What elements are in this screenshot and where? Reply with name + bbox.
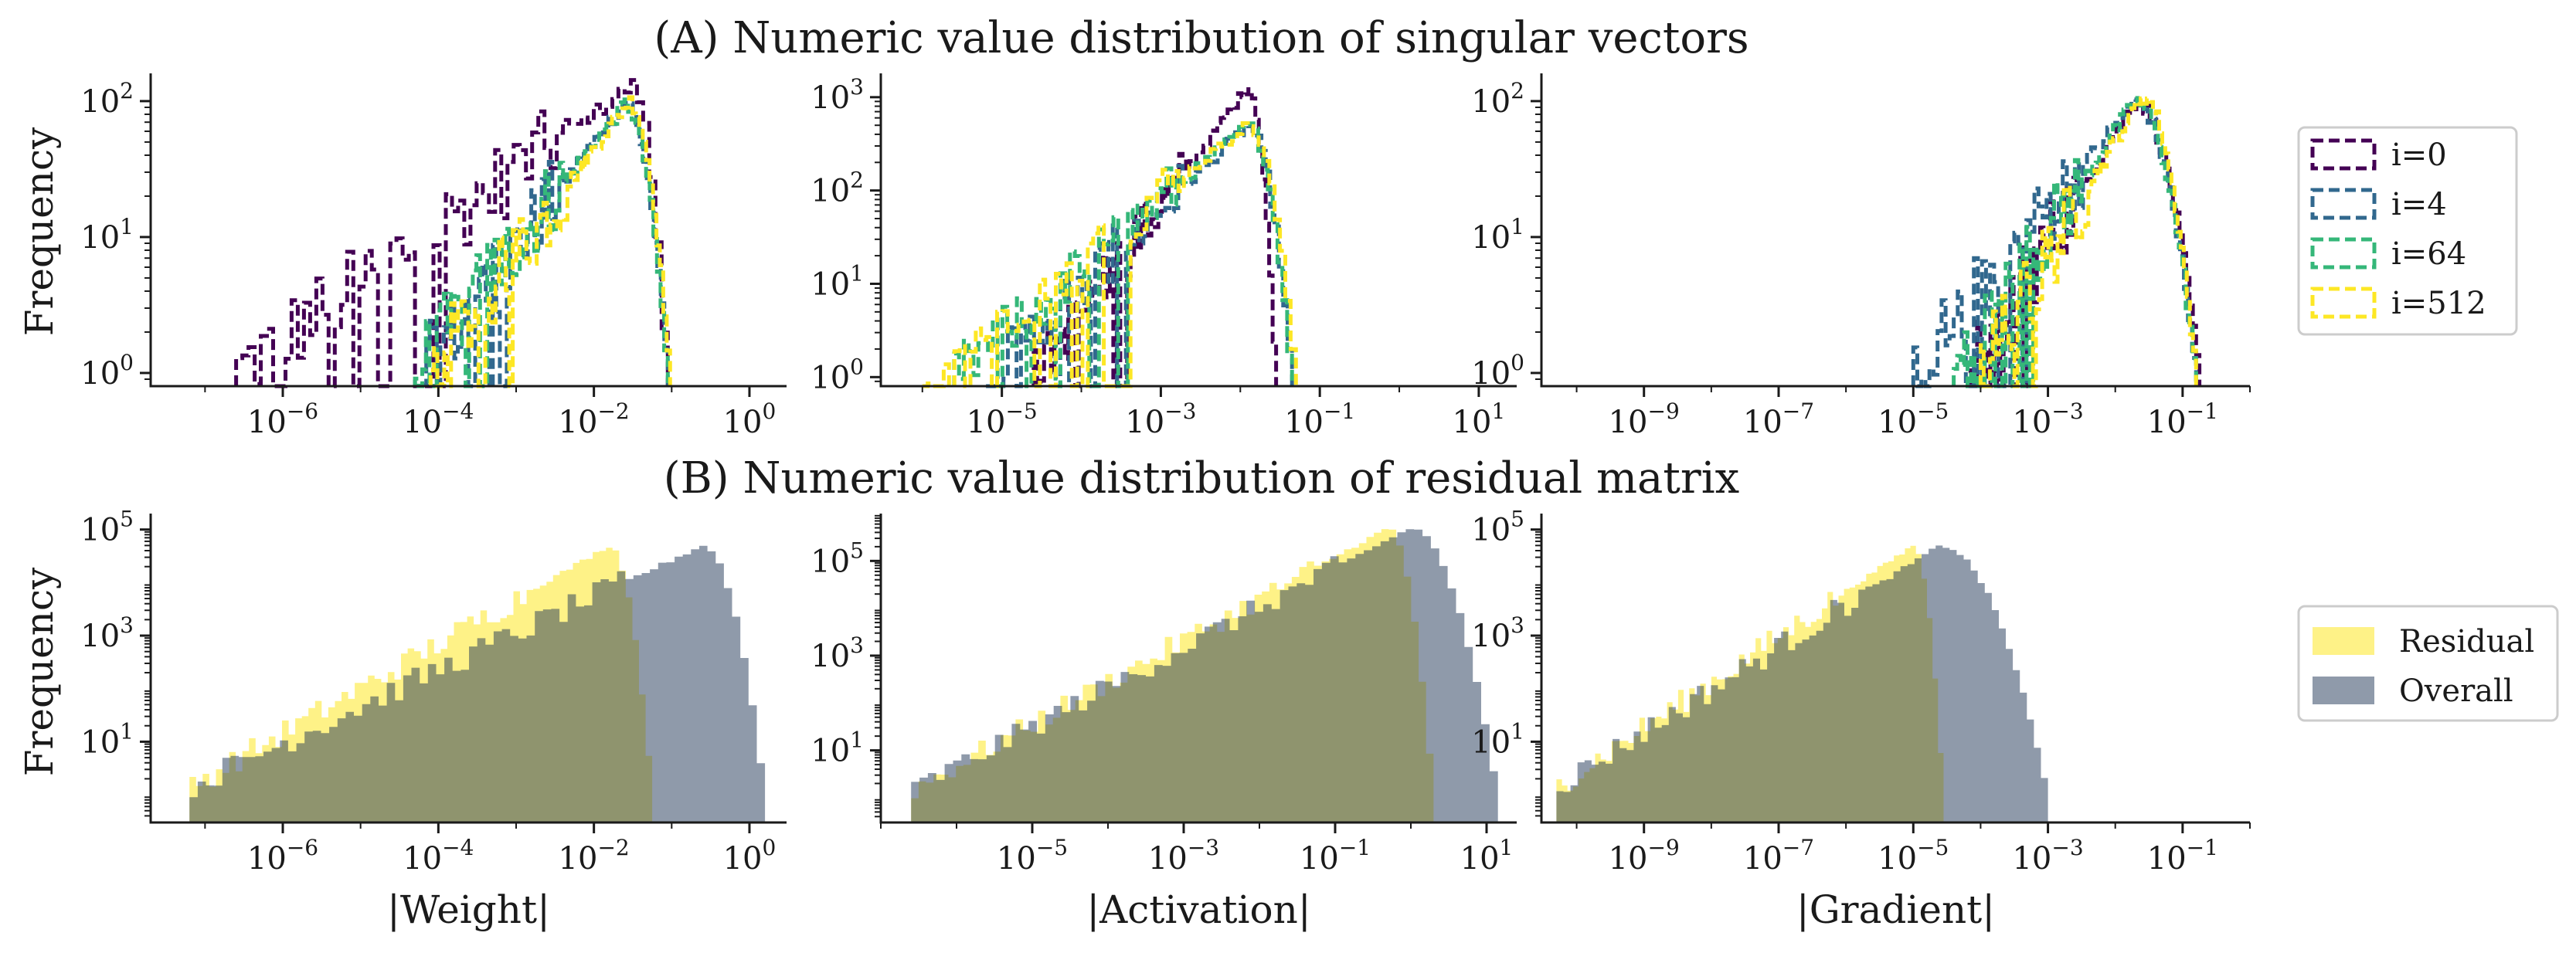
- plot-area-A1: [234, 78, 672, 388]
- xtick-label-B3: 10−5: [1878, 835, 1949, 877]
- legend-a: i=0 i=4 i=64 i=512: [2297, 126, 2518, 336]
- legend-b-label: Residual: [2399, 624, 2534, 660]
- plot-area-A3: [1911, 96, 2202, 388]
- xtick-label-A3: 10−3: [2012, 398, 2083, 440]
- legend-a-label: i=512: [2391, 286, 2486, 321]
- hist-i64-A2: [952, 121, 1294, 388]
- ytick-label-A2: 103: [811, 74, 864, 116]
- xtick-label-B3: 10−1: [2147, 835, 2218, 877]
- panel-A2: 10−5 10−3 10−1 101 100 101 102 103: [811, 73, 1517, 440]
- hist-overall-B2: [911, 529, 1498, 822]
- hist-i512-A1: [428, 95, 672, 388]
- xlabel-B2: |Activation|: [1086, 887, 1310, 932]
- ytick-label-B1: 105: [80, 507, 134, 548]
- legend-b-swatch: [2313, 627, 2374, 655]
- ytick-label-B3: 103: [1471, 612, 1524, 654]
- ytick-label-A2: 102: [811, 168, 864, 209]
- xtick-label-B2: 10−3: [1148, 835, 1219, 877]
- title-a: (A) Numeric value distribution of singul…: [654, 13, 1748, 63]
- xtick-label-A1: 10−4: [403, 398, 474, 440]
- xtick-label-B3: 10−9: [1609, 835, 1680, 877]
- ytick-label-A1: 100: [80, 350, 134, 392]
- ytick-label-B3: 101: [1471, 718, 1524, 760]
- ytick-label-A2: 101: [811, 260, 864, 302]
- ytick-label-A2: 100: [811, 354, 864, 395]
- xtick-label-A2: 101: [1453, 398, 1506, 440]
- legend-a-frame: [2297, 126, 2518, 336]
- ytick-label-A1: 102: [80, 78, 134, 120]
- xtick-label-B3: 10−3: [2012, 835, 2083, 877]
- title-b: (B) Numeric value distribution of residu…: [664, 453, 1739, 504]
- ytick-label-B1: 103: [80, 612, 134, 654]
- xtick-label-B2: 10−5: [997, 835, 1068, 877]
- xtick-label-A3: 10−9: [1609, 398, 1680, 440]
- hist-i4-A2: [986, 124, 1294, 388]
- legend-a-swatch: [2310, 188, 2377, 220]
- xtick-label-A1: 10−2: [559, 398, 630, 440]
- hist-overall-B3: [1556, 545, 2048, 822]
- xtick-label-B1: 100: [723, 835, 777, 877]
- xtick-label-B1: 10−2: [559, 835, 630, 877]
- panel-A3: 10−9 10−7 10−5 10−3 10−1 100 101 102: [1471, 73, 2251, 440]
- xtick-label-A3: 10−5: [1878, 398, 1949, 440]
- hist-i64-A3: [1952, 96, 2198, 388]
- xtick-label-A2: 10−3: [1125, 398, 1196, 440]
- xtick-label-B2: 101: [1460, 835, 1514, 877]
- ytick-label-A3: 102: [1471, 78, 1524, 120]
- ytick-label-A3: 101: [1471, 214, 1524, 256]
- plot-area-B3: [1556, 545, 2048, 822]
- axes-B3: [1540, 514, 2250, 824]
- axes-A1: [149, 73, 787, 388]
- plot-area-B2: [911, 529, 1498, 822]
- xtick-label-B2: 10−1: [1300, 835, 1371, 877]
- xtick-label-A2: 10−5: [967, 398, 1038, 440]
- legend-a-label: i=4: [2391, 187, 2447, 222]
- xlabel-B3: |Gradient|: [1796, 887, 1995, 932]
- panel-B1: 10−6 10−4 10−2 100 101 103 105 |Weight|: [80, 507, 787, 932]
- xtick-label-A1: 10−6: [247, 398, 318, 440]
- plot-area-B1: [189, 545, 766, 822]
- legend-a-swatch: [2310, 138, 2377, 171]
- hist-i64-A1: [413, 97, 670, 388]
- xtick-label-B3: 10−7: [1743, 835, 1814, 877]
- plot-area-A2: [922, 87, 1298, 388]
- ylabel-a: Frequency: [17, 127, 62, 336]
- ytick-label-B3: 105: [1471, 507, 1524, 548]
- axes-A3: [1540, 73, 2250, 388]
- legend-b-swatch: [2313, 677, 2374, 704]
- xtick-label-A1: 100: [723, 398, 777, 440]
- legend-b: Residual Overall: [2297, 605, 2559, 722]
- xtick-label-A3: 10−7: [1743, 398, 1814, 440]
- ytick-label-A1: 101: [80, 214, 134, 256]
- ytick-label-B2: 105: [811, 538, 864, 579]
- panel-B3: 10−9 10−7 10−5 10−3 10−1 101 103 105 |Gradient|: [1471, 507, 2251, 932]
- axes-A2: [879, 73, 1517, 388]
- ytick-label-B2: 101: [811, 727, 864, 769]
- panel-A1: 10−6 10−4 10−2 100 100 101 102: [80, 73, 787, 440]
- ylabel-b: Frequency: [17, 567, 62, 776]
- panel-B2: 10−5 10−3 10−1 101 101 103 105 |Activation|: [811, 514, 1517, 932]
- xtick-label-A3: 10−1: [2147, 398, 2218, 440]
- xlabel-B1: |Weight|: [387, 887, 550, 932]
- axes-B1: [149, 514, 787, 824]
- legend-a-swatch: [2310, 237, 2377, 270]
- hist-i4-A3: [1911, 97, 2198, 388]
- legend-a-label: i=0: [2391, 137, 2447, 173]
- xtick-label-A2: 10−1: [1284, 398, 1355, 440]
- legend-a-label: i=64: [2391, 236, 2466, 272]
- hist-i0-A1: [234, 78, 670, 388]
- hist-i512-A3: [1978, 96, 2198, 388]
- legend-a-swatch: [2310, 287, 2377, 319]
- hist-i0-A2: [1031, 87, 1279, 388]
- hist-overall-B1: [189, 545, 766, 822]
- ytick-label-B2: 103: [811, 633, 864, 674]
- ytick-label-B1: 101: [80, 718, 134, 760]
- xtick-label-B1: 10−4: [403, 835, 474, 877]
- ytick-label-A3: 100: [1471, 350, 1524, 392]
- legend-b-label: Overall: [2399, 673, 2513, 709]
- xtick-label-B1: 10−6: [247, 835, 318, 877]
